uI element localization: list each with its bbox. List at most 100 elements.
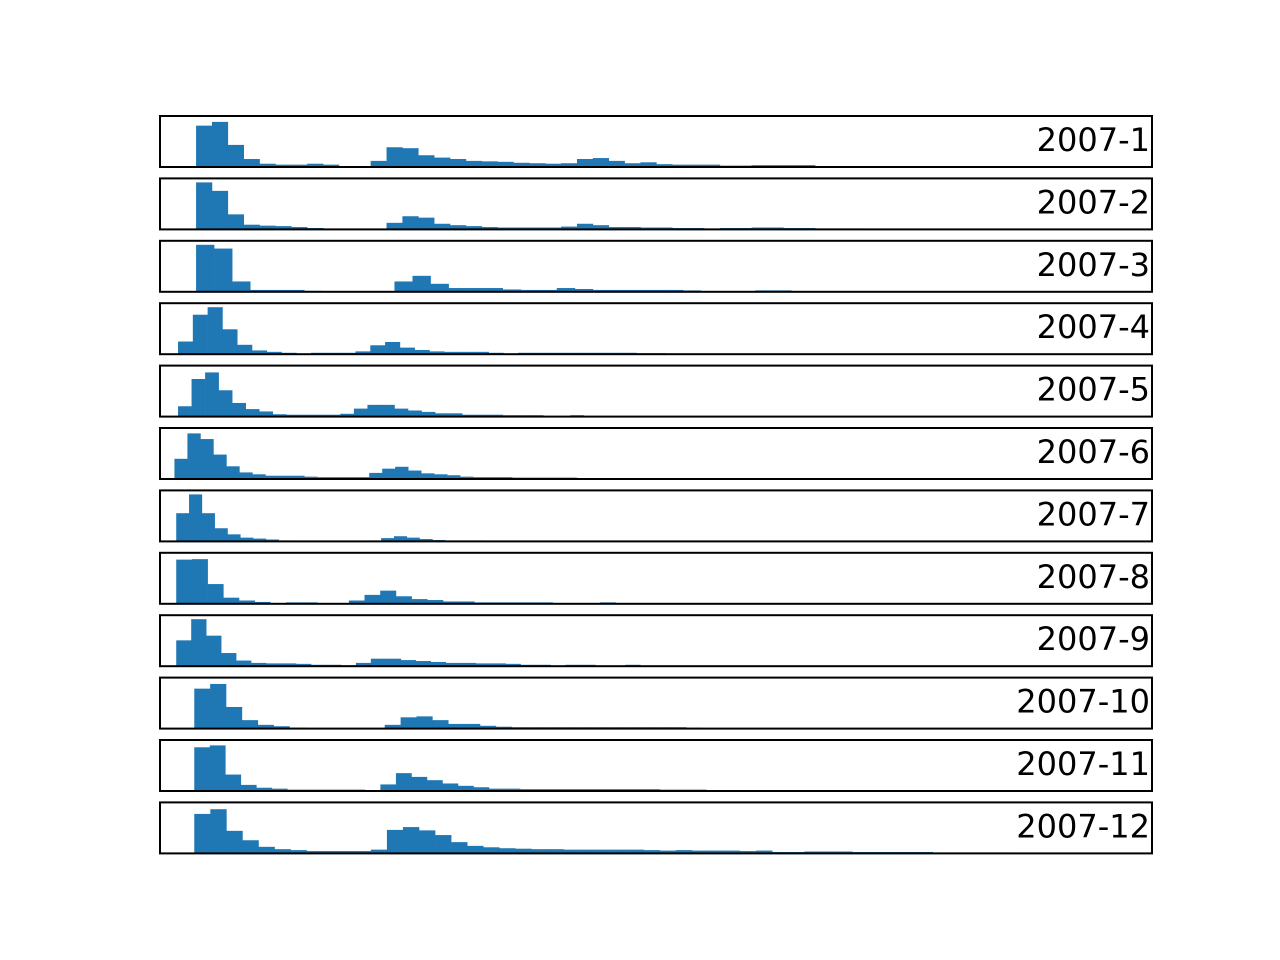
histogram-bar	[627, 849, 645, 854]
histogram-bar	[561, 226, 578, 230]
histogram-bar	[450, 159, 467, 167]
histogram-bar	[556, 288, 576, 292]
histogram-bar	[370, 849, 388, 854]
histogram-bar	[370, 345, 386, 355]
histogram-bar	[221, 653, 237, 667]
panel-label: 2007-8	[1037, 558, 1150, 596]
histogram-bar	[380, 404, 395, 417]
histogram-bar	[223, 597, 240, 604]
histogram-bar	[418, 155, 435, 167]
histogram-bar	[322, 851, 340, 854]
histogram-panel: 2007-8	[159, 551, 1153, 605]
histogram-bar	[194, 688, 211, 729]
panel-frame	[159, 177, 1153, 231]
histogram-bar	[225, 774, 242, 791]
histogram-bar	[408, 410, 422, 417]
histogram-bar	[281, 663, 297, 667]
histogram-bar	[473, 787, 490, 791]
histogram-bar	[402, 827, 420, 854]
histogram-bar	[385, 658, 402, 667]
histogram-bar	[239, 472, 253, 479]
histogram-bar	[227, 534, 241, 542]
histogram-bar	[561, 163, 578, 167]
histogram-bar	[483, 847, 500, 854]
histogram-panel: 2007-11	[159, 739, 1153, 792]
histogram-bar	[447, 475, 461, 479]
histogram-bar	[691, 850, 709, 854]
histogram-bar	[307, 163, 324, 167]
histogram-bar	[257, 724, 274, 729]
histogram-bar	[481, 161, 498, 167]
panel-label: 2007-3	[1037, 246, 1150, 284]
histogram-bar	[444, 351, 460, 355]
histogram-bar	[458, 601, 475, 604]
histogram-bar	[513, 162, 530, 167]
panel-label: 2007-5	[1037, 371, 1150, 409]
histogram-bar	[174, 458, 188, 479]
panel-frame	[159, 676, 1153, 730]
histogram-bar	[205, 372, 219, 417]
histogram-bar	[502, 289, 522, 292]
histogram-bar	[367, 404, 382, 417]
histogram-bar	[481, 227, 498, 230]
histogram-bar	[624, 163, 641, 167]
histogram-bar	[475, 663, 491, 667]
histogram-panels: 2007-1 2007-2 2007-3 2007-4 2007-5 2007-6 2007…	[159, 115, 1153, 855]
histogram-bar	[395, 466, 409, 479]
histogram-bar	[415, 661, 432, 667]
histogram-panel: 2007-12	[159, 801, 1153, 855]
histogram-panel: 2007-10	[159, 676, 1153, 730]
panel-label: 2007-12	[1016, 807, 1150, 845]
histogram-bar	[278, 475, 292, 479]
histogram-bar	[395, 773, 412, 791]
histogram-bar	[577, 223, 594, 230]
histogram-bar	[402, 148, 419, 167]
histogram-bar	[253, 538, 267, 542]
histogram-bar	[490, 663, 506, 667]
histogram-bar	[266, 663, 282, 667]
histogram-bar	[210, 683, 227, 729]
histogram-bar	[306, 851, 323, 854]
histogram-bar	[531, 849, 548, 854]
histogram-bar	[196, 182, 213, 230]
histogram-bar	[394, 408, 409, 417]
histogram-bar	[291, 164, 308, 167]
histogram-panel: 2007-9	[159, 614, 1153, 668]
histogram-bar	[258, 846, 275, 854]
histogram-bar	[484, 288, 503, 292]
histogram-bar	[434, 157, 451, 167]
histogram-bar	[196, 244, 215, 292]
histogram-bar	[464, 723, 481, 729]
histogram-bar	[460, 476, 474, 479]
histogram-bar	[457, 785, 474, 791]
histogram-bar	[192, 314, 208, 355]
histogram-bar	[380, 590, 397, 604]
histogram-bar	[579, 849, 596, 854]
histogram-bar	[243, 159, 260, 167]
histogram-bar	[466, 288, 485, 292]
histogram-bar	[214, 528, 228, 542]
panel-frame	[159, 801, 1153, 855]
histogram-bar	[429, 351, 445, 355]
panel-label: 2007-1	[1037, 121, 1150, 159]
histogram-bar	[214, 248, 233, 292]
histogram-bar	[505, 663, 521, 667]
histogram-bar	[672, 164, 689, 167]
histogram-bar	[226, 830, 243, 854]
panel-frame	[159, 551, 1153, 605]
histogram-bar	[386, 147, 403, 167]
histogram-bar	[187, 433, 201, 479]
histogram-bar	[355, 351, 371, 355]
histogram-bar	[608, 227, 625, 230]
histogram-bar	[291, 475, 305, 479]
histogram-bar	[640, 162, 657, 167]
histogram-bar	[210, 809, 227, 854]
histogram-bar	[237, 344, 253, 355]
histogram-bar	[416, 716, 433, 729]
histogram-bar	[176, 513, 190, 542]
histogram-bar	[213, 454, 227, 479]
histogram-bar	[411, 776, 428, 791]
histogram-bar	[218, 390, 233, 417]
histogram-bar	[656, 164, 673, 167]
